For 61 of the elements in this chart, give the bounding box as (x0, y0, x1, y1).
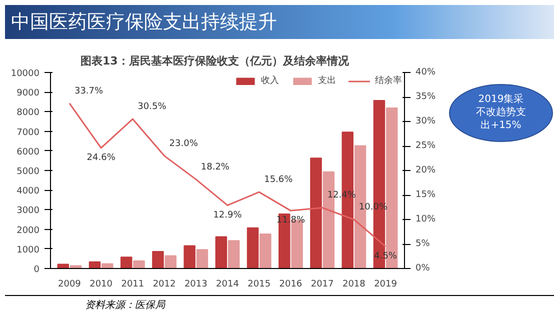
bar (133, 260, 145, 268)
chart-subtitle: 图表13：居民基本医疗保险收支（亿元）及结余率情况 (80, 54, 350, 68)
y-tick-label: 0 (34, 265, 40, 275)
bar (164, 255, 176, 268)
y2-tick-label: 35% (416, 92, 436, 102)
bar (57, 264, 70, 268)
legend-label: 支出 (318, 74, 337, 87)
data-label: 10.0% (358, 202, 388, 212)
bar (88, 261, 101, 268)
data-label: 15.6% (264, 175, 294, 186)
x-tick-label: 2018 (342, 280, 366, 290)
x-tick-label: 2019 (374, 280, 398, 290)
text: 2019集采不改趋势支出+15% (475, 93, 527, 132)
bar (260, 234, 272, 268)
y-tick-label: 1000 (16, 245, 40, 256)
y2-tick-label: 5% (416, 239, 430, 249)
y2-tick-label: 0% (416, 264, 430, 274)
y2-tick-label: 40% (416, 68, 436, 78)
y2-tick-label: 30% (416, 116, 436, 126)
y-tick-label: 6000 (16, 147, 40, 158)
text: 资料来源：医保局 (85, 299, 165, 313)
data-label: 24.6% (86, 152, 116, 163)
y-tick-label: 5000 (16, 167, 40, 177)
x-tick-label: 2017 (310, 280, 334, 290)
y-tick-label: 2000 (16, 226, 40, 236)
x-tick-label: 2012 (152, 280, 176, 290)
data-label: 12.9% (213, 210, 242, 220)
data-label: 33.7% (74, 86, 104, 96)
chart-title: 中国医药医疗保险支出持续提升 (11, 10, 277, 35)
x-tick-label: 2010 (90, 280, 113, 290)
bar (152, 250, 164, 268)
data-label: 18.2% (200, 162, 230, 172)
x-tick-label: 2016 (279, 280, 302, 290)
y2-tick-label: 25% (416, 141, 436, 151)
data-label: 23.0% (169, 138, 198, 149)
bar (246, 227, 259, 268)
bar (310, 158, 322, 268)
y2-tick-label: 20% (416, 166, 436, 176)
y-tick-label: 3000 (16, 206, 40, 216)
y-tick-label: 9000 (16, 88, 40, 99)
x-tick-label: 2009 (58, 280, 82, 290)
y-tick-label: 4000 (16, 186, 40, 197)
bar (196, 249, 208, 268)
y2-tick-label: 10% (416, 214, 436, 224)
legend-label: 结余率 (375, 74, 402, 87)
x-tick-label: 2014 (216, 280, 240, 290)
legend-label: 收入 (261, 74, 280, 87)
data-label: 30.5% (138, 102, 167, 112)
x-tick-label: 2015 (248, 280, 271, 290)
bar (228, 240, 240, 268)
y-tick-label: 7000 (16, 128, 40, 138)
bar (215, 236, 228, 268)
line-series (68, 102, 386, 248)
bar (184, 245, 196, 268)
x-tick-label: 2011 (121, 280, 144, 290)
data-label: 11.8% (276, 216, 306, 226)
y-tick-label: 10000 (10, 69, 40, 79)
bar (120, 256, 132, 268)
y2-tick-label: 15% (416, 190, 436, 200)
x-tick-label: 2013 (184, 280, 208, 290)
y-tick-label: 8000 (16, 108, 40, 118)
